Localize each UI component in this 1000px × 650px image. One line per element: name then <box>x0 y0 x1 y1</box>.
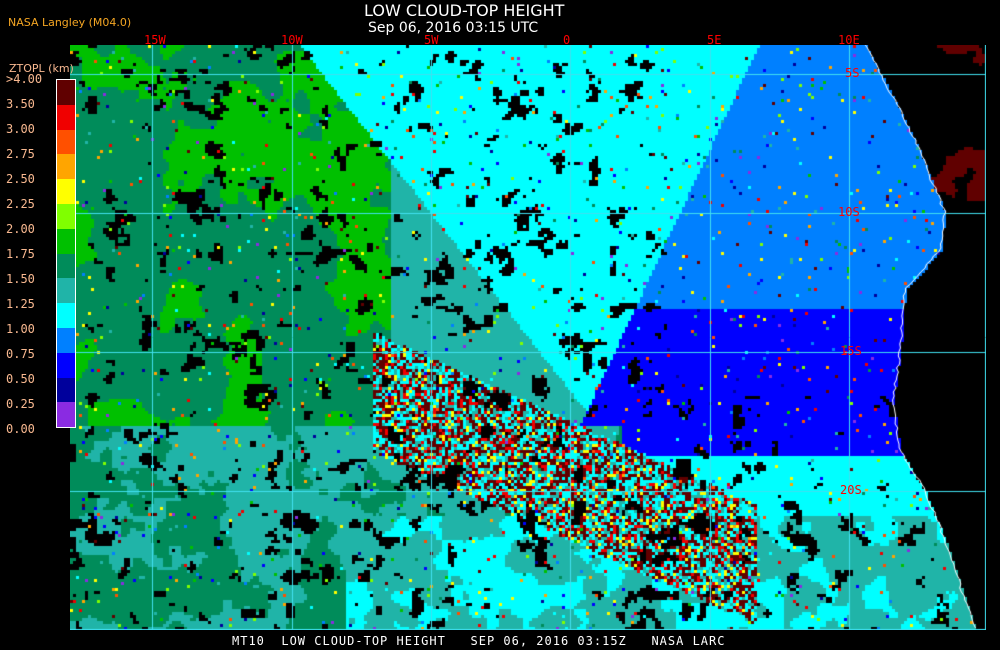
colorbar-tick-label: 2.50 <box>6 172 35 186</box>
colorbar-swatch <box>57 154 75 180</box>
colorbar-swatch <box>57 253 75 279</box>
colorbar-tick-label: 2.25 <box>6 197 35 211</box>
colorbar-tick-label: 0.50 <box>6 372 35 386</box>
colorbar-swatch <box>57 278 75 304</box>
colorbar-swatch <box>57 327 75 353</box>
colorbar-tick-label: 3.00 <box>6 122 35 136</box>
lat-label-5s: 5S <box>845 66 860 80</box>
colorbar-tick-label: 1.50 <box>6 272 35 286</box>
colorbar-tick-label: 1.00 <box>6 322 35 336</box>
colorbar-tick-label: >4.00 <box>6 72 43 86</box>
colorbar-swatch <box>57 129 75 155</box>
source-label: NASA Langley (M04.0) <box>8 16 132 29</box>
lat-label-15s: 15S <box>840 344 862 358</box>
colorbar-swatch <box>57 179 75 204</box>
footer-caption: MT10 LOW CLOUD-TOP HEIGHT SEP 06, 2016 0… <box>232 634 726 648</box>
colorbar-tick-label: 2.00 <box>6 222 35 236</box>
lon-label-5w: 5W <box>424 33 439 47</box>
colorbar-tick-label: 3.50 <box>6 97 35 111</box>
colorbar-tick-label: 2.75 <box>6 147 35 161</box>
colorbar-tick-label: 1.75 <box>6 247 35 261</box>
colorbar-tick-label: 0.00 <box>6 422 35 436</box>
cloud-top-height-map <box>70 45 986 630</box>
lon-label-10e: 10E <box>838 33 860 47</box>
colorbar-swatch <box>57 80 75 105</box>
colorbar-title: ZTOPL (km) <box>9 62 74 75</box>
colorbar-swatch <box>57 104 75 130</box>
lon-label-5e: 5E <box>707 33 722 47</box>
lon-label-10w: 10W <box>281 33 303 47</box>
lon-label-0: 0 <box>563 33 571 47</box>
colorbar <box>56 79 76 429</box>
timestamp: Sep 06, 2016 03:15 UTC <box>368 20 539 36</box>
lat-label-10s: 10S <box>838 205 860 219</box>
colorbar-tick-label: 0.25 <box>6 397 35 411</box>
colorbar-swatch <box>57 203 75 229</box>
colorbar-swatch <box>57 352 75 378</box>
lon-label-15w: 15W <box>144 33 166 47</box>
lat-label-20s: 20S <box>840 483 862 497</box>
colorbar-swatch <box>57 303 75 328</box>
colorbar-swatch <box>57 402 75 428</box>
chart-title: LOW CLOUD-TOP HEIGHT <box>364 1 565 20</box>
colorbar-tick-label: 1.25 <box>6 297 35 311</box>
colorbar-swatch <box>57 228 75 254</box>
colorbar-tick-label: 0.75 <box>6 347 35 361</box>
colorbar-swatch <box>57 377 75 403</box>
